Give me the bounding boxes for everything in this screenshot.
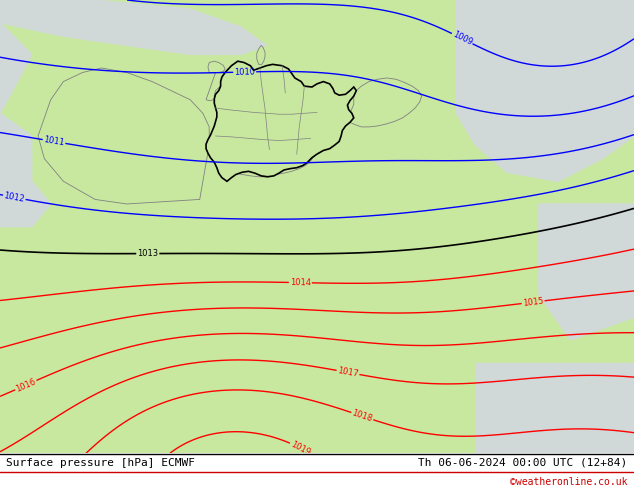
- Text: ©weatheronline.co.uk: ©weatheronline.co.uk: [510, 477, 628, 487]
- PathPatch shape: [227, 154, 314, 177]
- PathPatch shape: [206, 61, 356, 181]
- PathPatch shape: [206, 73, 225, 100]
- Polygon shape: [476, 363, 634, 453]
- Polygon shape: [0, 113, 51, 226]
- Text: 1018: 1018: [351, 409, 373, 424]
- Text: 1013: 1013: [137, 249, 158, 258]
- Text: Th 06-06-2024 00:00 UTC (12+84): Th 06-06-2024 00:00 UTC (12+84): [418, 458, 628, 468]
- Polygon shape: [0, 0, 266, 54]
- Text: 1019: 1019: [289, 440, 312, 457]
- Polygon shape: [456, 0, 634, 181]
- Text: 1012: 1012: [3, 191, 25, 204]
- PathPatch shape: [257, 46, 265, 64]
- Text: 1016: 1016: [15, 377, 37, 393]
- Text: 1015: 1015: [522, 296, 544, 308]
- Text: 1010: 1010: [234, 67, 256, 77]
- Text: 1017: 1017: [337, 366, 359, 379]
- Text: 1014: 1014: [290, 278, 311, 287]
- Polygon shape: [0, 0, 32, 113]
- PathPatch shape: [208, 61, 225, 73]
- Polygon shape: [539, 204, 634, 340]
- PathPatch shape: [349, 78, 422, 127]
- Text: Surface pressure [hPa] ECMWF: Surface pressure [hPa] ECMWF: [6, 458, 195, 468]
- PathPatch shape: [38, 68, 209, 204]
- Polygon shape: [0, 0, 634, 453]
- Text: 1009: 1009: [451, 30, 474, 48]
- Text: 1011: 1011: [43, 135, 65, 147]
